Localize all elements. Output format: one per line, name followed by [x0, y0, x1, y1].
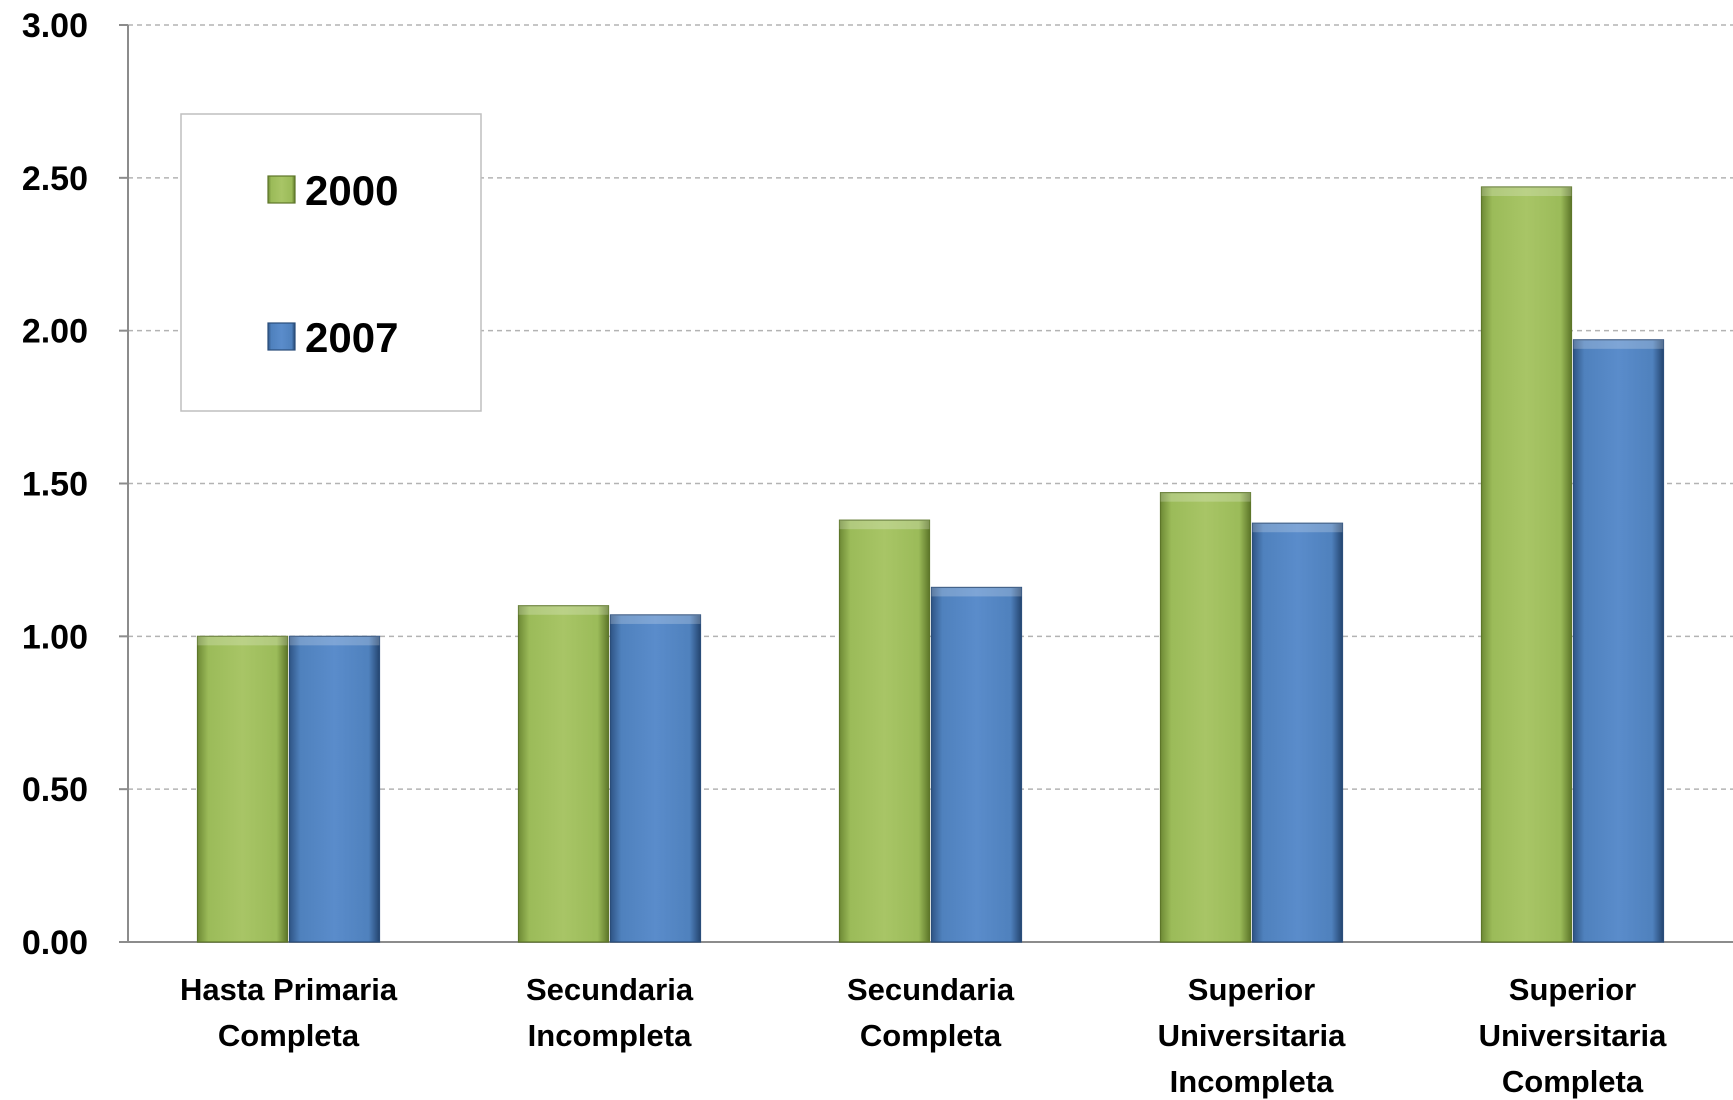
bar-2007-0: [288, 635, 381, 943]
legend-label: 2000: [305, 167, 398, 214]
x-category-label: Completa: [218, 1018, 360, 1053]
bar-highlight: [1252, 523, 1343, 533]
bar-2007-1: [609, 614, 702, 943]
bar-highlight: [1160, 492, 1251, 502]
bar-2007-2: [930, 586, 1023, 943]
legend-swatch: [267, 175, 296, 204]
bar-body: [930, 586, 1023, 943]
bar-body: [1159, 492, 1252, 943]
y-tick-label: 3.00: [22, 7, 88, 45]
legend-item-2007: 2007: [267, 314, 398, 361]
x-category-label: Completa: [1502, 1064, 1644, 1099]
y-tick-label: 0.00: [22, 924, 88, 962]
bar-highlight: [289, 636, 380, 646]
bar-highlight: [197, 636, 288, 646]
bar-2000-1: [517, 605, 610, 943]
bar-2007-3: [1251, 522, 1344, 943]
x-category-label: Incompleta: [528, 1018, 692, 1053]
gridlines: [128, 24, 1733, 790]
y-tick-label: 2.00: [22, 313, 88, 351]
bar-body: [1572, 339, 1665, 943]
bar-highlight: [931, 587, 1022, 597]
bar-body: [1480, 186, 1573, 943]
legend: 2000 2007: [180, 113, 482, 412]
bar-2000-2: [838, 519, 931, 943]
legend-box: [180, 113, 482, 412]
x-category-label: Universitaria: [1479, 1018, 1668, 1053]
legend-item-2000: 2000: [267, 167, 398, 214]
y-tick-label: 2.50: [22, 160, 88, 198]
y-tick-label: 0.50: [22, 771, 88, 809]
bar-highlight: [1573, 339, 1664, 349]
axes: [119, 24, 1733, 943]
bar-2000-0: [196, 635, 289, 943]
bar-highlight: [610, 614, 701, 624]
bar-highlight: [839, 520, 930, 530]
x-axis-category-labels: Hasta Primaria Completa Secundaria Incomple…: [180, 972, 1667, 1099]
y-tick-label: 1.50: [22, 466, 88, 504]
bar-body: [1251, 522, 1344, 943]
y-axis-tick-labels: 0.00 0.50 1.00 1.50 2.00 2.50 3.00: [22, 7, 88, 962]
y-tick-label: 1.00: [22, 618, 88, 656]
bar-2000-4: [1480, 186, 1573, 943]
bar-body: [196, 635, 289, 943]
bar-highlight: [1481, 187, 1572, 197]
x-category-label: Hasta Primaria: [180, 972, 398, 1007]
x-category-label: Superior: [1509, 972, 1636, 1007]
bars: [196, 186, 1665, 943]
bar-2000-3: [1159, 492, 1252, 943]
bar-body: [609, 614, 702, 943]
legend-label: 2007: [305, 314, 398, 361]
bar-body: [288, 635, 381, 943]
bar-body: [838, 519, 931, 943]
x-category-label: Superior: [1188, 972, 1315, 1007]
bar-highlight: [518, 605, 609, 615]
x-category-label: Universitaria: [1158, 1018, 1347, 1053]
x-category-label: Secundaria: [526, 972, 694, 1007]
legend-swatch: [267, 322, 296, 351]
x-category-label: Incompleta: [1170, 1064, 1334, 1099]
x-category-label: Completa: [860, 1018, 1002, 1053]
bar-2007-4: [1572, 339, 1665, 943]
x-category-label: Secundaria: [847, 972, 1015, 1007]
bar-body: [517, 605, 610, 943]
